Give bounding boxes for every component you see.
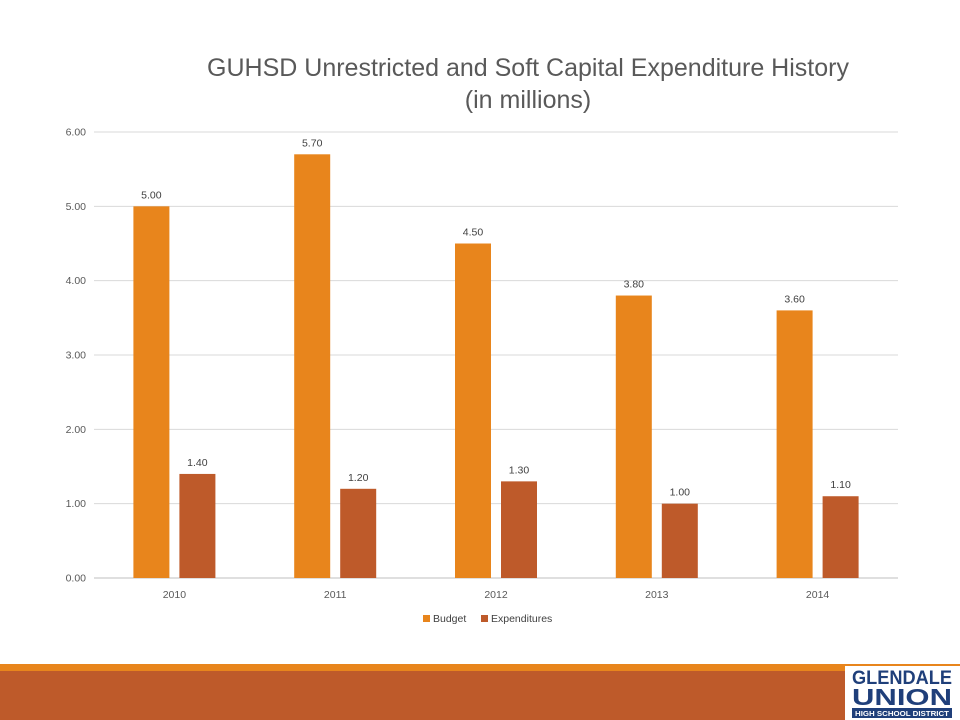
data-label: 1.10 bbox=[830, 479, 851, 491]
data-label: 1.40 bbox=[187, 457, 208, 469]
chart-title: GUHSD Unrestricted and Soft Capital Expe… bbox=[0, 52, 960, 116]
legend-swatch bbox=[481, 615, 488, 622]
logo-text-glendale: GLENDALE bbox=[852, 668, 952, 689]
data-label: 4.50 bbox=[463, 227, 484, 239]
bar-budget-2013 bbox=[615, 295, 652, 578]
bar-budget-2010 bbox=[133, 206, 170, 579]
x-tick-label: 2010 bbox=[163, 589, 187, 601]
chart-title-line-1: GUHSD Unrestricted and Soft Capital Expe… bbox=[207, 54, 849, 82]
x-tick-label: 2013 bbox=[645, 589, 669, 601]
data-label: 1.30 bbox=[509, 464, 530, 476]
y-tick-label: 3.00 bbox=[66, 350, 87, 362]
bar-budget-2014 bbox=[776, 310, 813, 578]
data-label: 1.20 bbox=[348, 472, 369, 484]
footer-rust-band bbox=[0, 671, 845, 720]
data-label: 5.70 bbox=[302, 137, 323, 149]
gridlines bbox=[94, 131, 898, 579]
legend: Budget Expenditures bbox=[423, 613, 552, 625]
data-label: 3.60 bbox=[784, 293, 805, 305]
y-axis-ticks: 0.00 1.00 2.00 3.00 4.00 5.00 6.00 bbox=[66, 127, 87, 585]
bar-expenditures-2010 bbox=[179, 473, 216, 578]
bar-budget-2012 bbox=[455, 243, 491, 578]
x-axis-ticks: 2010 2011 2012 2013 2014 bbox=[163, 589, 830, 601]
x-tick-label: 2012 bbox=[484, 589, 508, 601]
legend-label: Budget bbox=[433, 613, 466, 625]
chart-title-line-2: (in millions) bbox=[464, 86, 592, 114]
legend-swatch bbox=[423, 615, 430, 622]
footer-orange-stripe bbox=[0, 664, 845, 671]
y-tick-label: 5.00 bbox=[66, 201, 87, 213]
bar-expenditures-2013 bbox=[661, 503, 698, 578]
data-label: 5.00 bbox=[141, 189, 162, 201]
y-tick-label: 2.00 bbox=[66, 424, 87, 436]
y-tick-label: 0.00 bbox=[66, 573, 87, 585]
logo-underline-bar bbox=[852, 708, 952, 718]
y-tick-label: 4.00 bbox=[66, 275, 87, 287]
data-labels: 5.00 1.40 5.70 1.20 4.50 1.30 3.80 1.00 3.60 1.10 bbox=[141, 137, 851, 498]
bar-expenditures-2011 bbox=[340, 488, 377, 578]
logo-text-district: HIGH SCHOOL DISTRICT bbox=[855, 711, 950, 718]
glendale-union-logo: GLENDALE UNION HIGH SCHOOL DISTRICT bbox=[852, 668, 952, 718]
y-tick-label: 1.00 bbox=[66, 498, 87, 510]
bar-budget-2011 bbox=[294, 154, 331, 579]
bar-expenditures-2012 bbox=[501, 481, 537, 578]
legend-label: Expenditures bbox=[491, 613, 552, 625]
bar-chart: 0.00 1.00 2.00 3.00 4.00 5.00 6.00 5.00 1.40 5.7… bbox=[66, 127, 898, 625]
x-tick-label: 2011 bbox=[324, 589, 347, 601]
x-tick-label: 2014 bbox=[806, 589, 830, 601]
y-tick-label: 6.00 bbox=[66, 127, 87, 139]
footer-right-line bbox=[845, 664, 960, 666]
bar-expenditures-2014 bbox=[822, 496, 859, 578]
data-label: 1.00 bbox=[670, 487, 691, 499]
data-label: 3.80 bbox=[624, 279, 645, 291]
bars bbox=[133, 154, 859, 579]
logo-text-union: UNION bbox=[852, 684, 952, 710]
